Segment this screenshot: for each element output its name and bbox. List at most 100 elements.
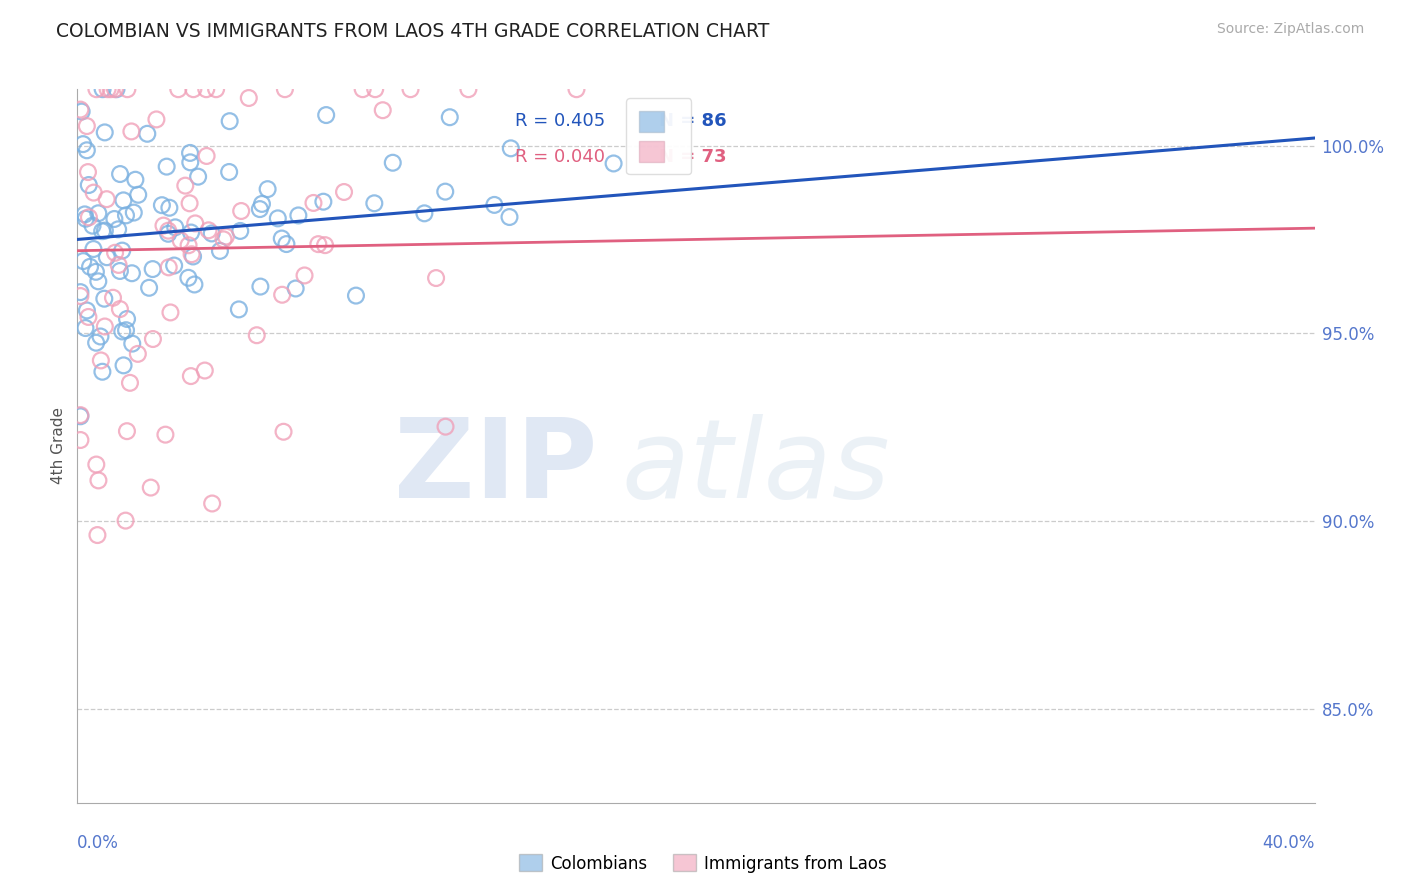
- Point: [212, 232, 235, 246]
- Point: [101, 291, 124, 305]
- Point: [89, 329, 111, 343]
- Text: 0.0%: 0.0%: [77, 834, 120, 852]
- Point: [314, 238, 336, 252]
- Text: N = 73: N = 73: [659, 148, 727, 166]
- Point: [87, 206, 110, 220]
- Point: [184, 216, 207, 230]
- Point: [381, 155, 404, 169]
- Point: [179, 145, 201, 160]
- Point: [108, 167, 131, 181]
- Point: [352, 82, 374, 96]
- Point: [73, 207, 96, 221]
- Point: [108, 302, 131, 317]
- Point: [69, 433, 91, 447]
- Y-axis label: 4th Grade: 4th Grade: [51, 408, 66, 484]
- Point: [169, 234, 191, 248]
- Point: [107, 222, 129, 236]
- Point: [72, 254, 94, 268]
- Text: N = 86: N = 86: [659, 112, 727, 130]
- Point: [181, 250, 204, 264]
- Point: [183, 82, 205, 96]
- Point: [180, 369, 202, 384]
- Point: [201, 227, 224, 241]
- Point: [276, 237, 298, 252]
- Point: [83, 186, 105, 200]
- Point: [218, 114, 240, 128]
- Point: [157, 260, 180, 275]
- Point: [90, 353, 112, 368]
- Point: [94, 319, 117, 334]
- Text: atlas: atlas: [621, 414, 890, 521]
- Point: [312, 194, 335, 209]
- Point: [127, 347, 149, 361]
- Point: [86, 82, 108, 96]
- Point: [177, 270, 200, 285]
- Point: [79, 260, 101, 274]
- Point: [142, 332, 165, 346]
- Point: [229, 224, 252, 238]
- Point: [180, 226, 202, 240]
- Point: [139, 481, 162, 495]
- Point: [72, 137, 94, 152]
- Point: [215, 229, 238, 244]
- Point: [434, 185, 457, 199]
- Point: [413, 206, 436, 220]
- Point: [159, 305, 181, 319]
- Point: [457, 82, 479, 96]
- Point: [104, 82, 127, 96]
- Point: [197, 223, 219, 237]
- Point: [195, 82, 218, 96]
- Point: [111, 325, 134, 339]
- Point: [183, 277, 205, 292]
- Point: [174, 178, 197, 193]
- Point: [249, 202, 271, 216]
- Point: [75, 321, 97, 335]
- Point: [91, 82, 114, 96]
- Point: [76, 119, 98, 133]
- Text: R = 0.040: R = 0.040: [516, 148, 606, 166]
- Point: [84, 265, 107, 279]
- Point: [302, 196, 325, 211]
- Point: [105, 82, 128, 96]
- Point: [364, 82, 387, 96]
- Point: [228, 302, 250, 317]
- Point: [77, 310, 100, 324]
- Text: COLOMBIAN VS IMMIGRANTS FROM LAOS 4TH GRADE CORRELATION CHART: COLOMBIAN VS IMMIGRANTS FROM LAOS 4TH GR…: [56, 22, 769, 41]
- Point: [115, 312, 138, 326]
- Point: [115, 208, 138, 222]
- Point: [256, 182, 278, 196]
- Point: [155, 427, 177, 442]
- Point: [425, 271, 447, 285]
- Point: [201, 496, 224, 510]
- Point: [231, 204, 253, 219]
- Point: [76, 303, 98, 318]
- Point: [498, 210, 520, 224]
- Point: [77, 211, 100, 225]
- Point: [120, 124, 142, 138]
- Point: [87, 274, 110, 288]
- Point: [69, 409, 91, 424]
- Point: [121, 266, 143, 280]
- Point: [344, 288, 367, 302]
- Point: [157, 224, 180, 238]
- Point: [238, 91, 260, 105]
- Point: [145, 112, 167, 127]
- Point: [93, 125, 115, 139]
- Point: [208, 244, 231, 258]
- Point: [249, 279, 271, 293]
- Point: [91, 224, 114, 238]
- Point: [82, 242, 104, 256]
- Point: [180, 247, 202, 261]
- Point: [69, 289, 91, 303]
- Point: [250, 197, 273, 211]
- Point: [96, 192, 118, 206]
- Point: [205, 82, 228, 96]
- Point: [218, 165, 240, 179]
- Point: [69, 103, 91, 117]
- Point: [484, 198, 506, 212]
- Point: [187, 169, 209, 184]
- Point: [274, 82, 297, 96]
- Point: [287, 209, 309, 223]
- Point: [294, 268, 316, 283]
- Point: [602, 156, 624, 170]
